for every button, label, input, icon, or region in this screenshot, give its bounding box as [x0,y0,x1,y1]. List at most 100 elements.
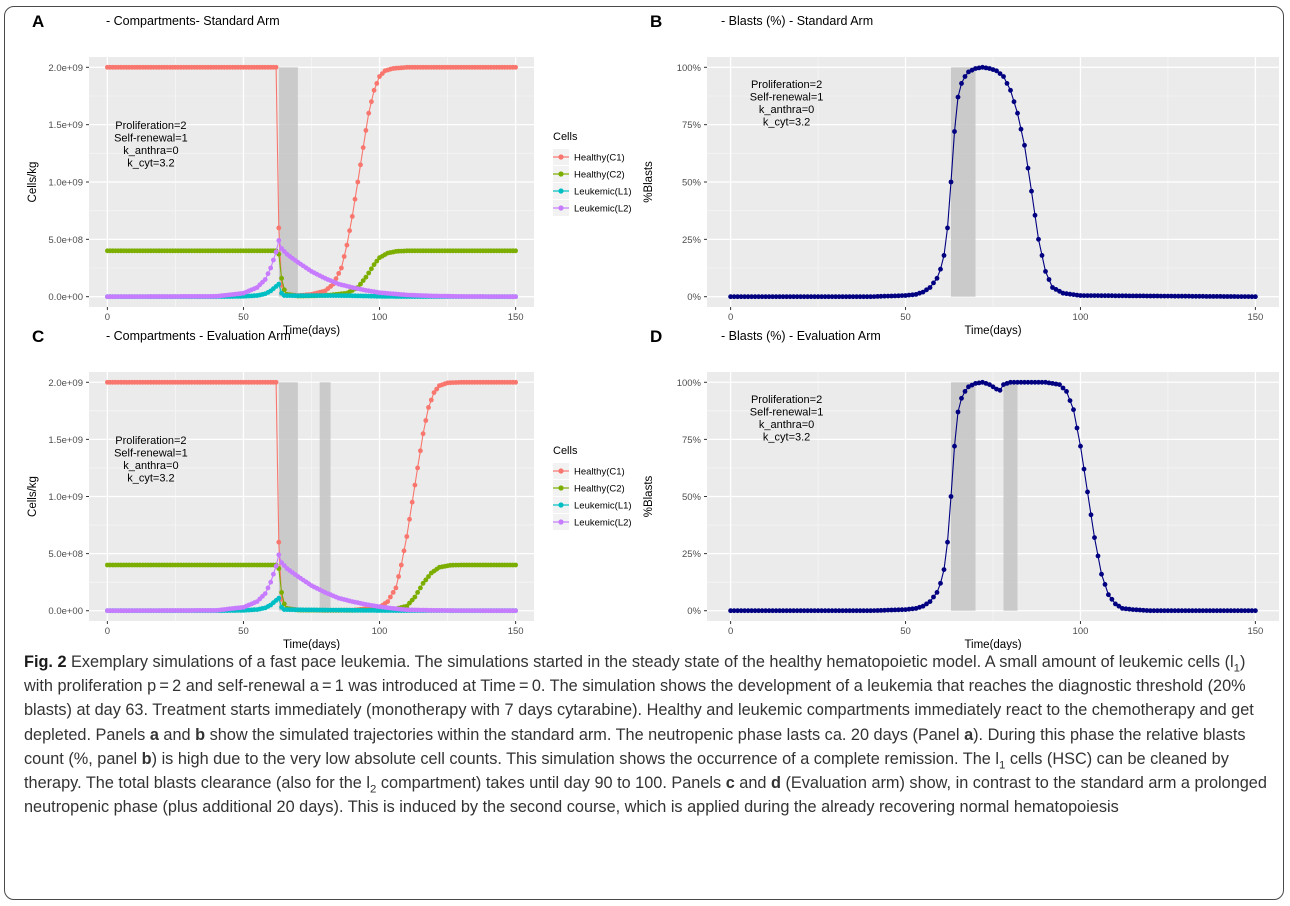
series-blasts-point [1025,165,1031,171]
series-healthy-c1-point [401,548,407,554]
series-blasts-point [770,294,775,300]
series-blasts-point [1039,379,1045,385]
series-blasts-point [1137,607,1143,613]
series-blasts-point [791,608,796,614]
series-healthy-c1-point [434,386,440,392]
series-blasts-point [1137,293,1143,299]
series-healthy-c2-point [369,266,374,272]
panel-title: - Compartments - Evaluation Arm [106,329,291,343]
series-blasts-point [931,280,936,286]
series-healthy-c1-point [407,516,412,522]
series-blasts-point [1074,292,1080,298]
series-blasts-point [1148,293,1153,299]
series-blasts-point [1190,608,1195,614]
series-blasts-point [808,608,814,614]
series-leukemic-l2-point [262,277,268,282]
series-blasts-point [882,293,887,299]
series-blasts-point [826,608,831,614]
series-blasts-point [924,601,929,607]
series-leukemic-l2 [105,552,518,614]
series-blasts-point [1200,293,1206,299]
series-blasts-point [1253,294,1258,300]
parameter-annotation: k_anthra=0 [759,419,814,431]
caption-panel-b2: b [141,749,152,768]
y-axis-label: %Blasts [643,475,655,517]
series-blasts-point [959,81,964,86]
panel-c: 0.0e+00 5.0e+08 1.0e+09 1.5e+09 2.0e+09 0 50 10… [27,327,632,650]
series-healthy-c1-point [273,379,279,385]
series-blasts-point [938,266,943,272]
series-blasts-point [815,608,821,614]
series-blasts-point [826,294,831,300]
series-blasts-point [1001,74,1006,79]
parameter-annotation: Self-renewal=1 [750,406,824,418]
series-blasts-point [745,608,751,614]
series-leukemic-l2-point [271,571,276,577]
series-leukemic-l2-point [276,552,282,558]
series-blasts-point [791,294,796,300]
series-blasts-point [864,608,870,614]
series-blasts-point [1228,608,1234,614]
series-blasts-point [1064,291,1069,297]
series-blasts-point [1029,379,1034,385]
series-blasts-point [812,608,817,614]
series-blasts-point [1099,293,1104,299]
series-blasts-point [899,607,905,613]
series-blasts-point [1225,608,1230,614]
series-blasts-point [934,590,940,595]
series-leukemic-l2-point [273,249,279,255]
caption-text-3: and [158,725,196,744]
legend-label: Healthy(C1) [574,467,625,478]
series-blasts-point [1081,466,1087,472]
series-healthy-c1-point [276,225,282,231]
legend-label: Healthy(C2) [574,484,625,495]
series-healthy-c1-point [415,465,420,471]
panel-title: - Compartments- Standard Arm [106,14,280,28]
x-axis-label: Time(days) [964,325,1021,337]
series-blasts-point [948,494,954,499]
series-blasts-point [889,293,894,299]
series-blasts-point [1204,294,1209,299]
series-blasts-point [1221,294,1227,299]
series-blasts-point [1102,582,1108,587]
series-blasts-point [1183,293,1188,299]
x-tick-label: 100 [1073,626,1089,637]
series-blasts-point [990,384,996,390]
series-blasts-point [938,580,943,586]
series-healthy-c1-point [385,599,391,604]
series-healthy-c2-point [281,601,287,607]
series-blasts-point [742,294,747,300]
series-blasts-point [906,292,912,298]
series-healthy-c1-point [369,99,374,105]
series-blasts-point [728,294,733,300]
series-healthy-c2-point [415,590,420,595]
series-blasts-point [756,294,761,300]
x-tick-label: 0 [728,312,733,323]
parameter-annotation: Proliferation=2 [751,394,822,406]
series-blasts-point [1015,110,1020,116]
series-blasts-point [854,294,859,300]
series-leukemic-l2-point [273,563,279,569]
series-blasts-point [854,608,859,614]
series-blasts-point [749,608,754,614]
series-blasts-point [794,608,800,614]
series-blasts-point [1130,607,1136,612]
x-tick-label: 150 [508,312,524,323]
series-blasts-point [1036,379,1041,385]
series-blasts-point [801,294,807,300]
series-blasts-point [868,294,873,300]
series-blasts-point [864,294,870,300]
series-blasts-point [766,294,772,300]
series-healthy-c2-point [412,594,418,600]
y-tick-label: 50% [682,178,702,189]
x-tick-label: 0 [105,312,110,323]
series-healthy-c1-point [409,499,415,505]
series-blasts-point [1043,269,1048,274]
series-blasts-point [1214,608,1220,614]
caption-text-1: Exemplary simulations of a fast pace leu… [66,653,1234,671]
x-tick-label: 100 [372,626,388,637]
caption-sub-3: 2 [370,783,377,796]
series-blasts-point [1064,389,1069,394]
series-leukemic-l2 [105,238,518,300]
series-blasts-point [756,608,761,614]
